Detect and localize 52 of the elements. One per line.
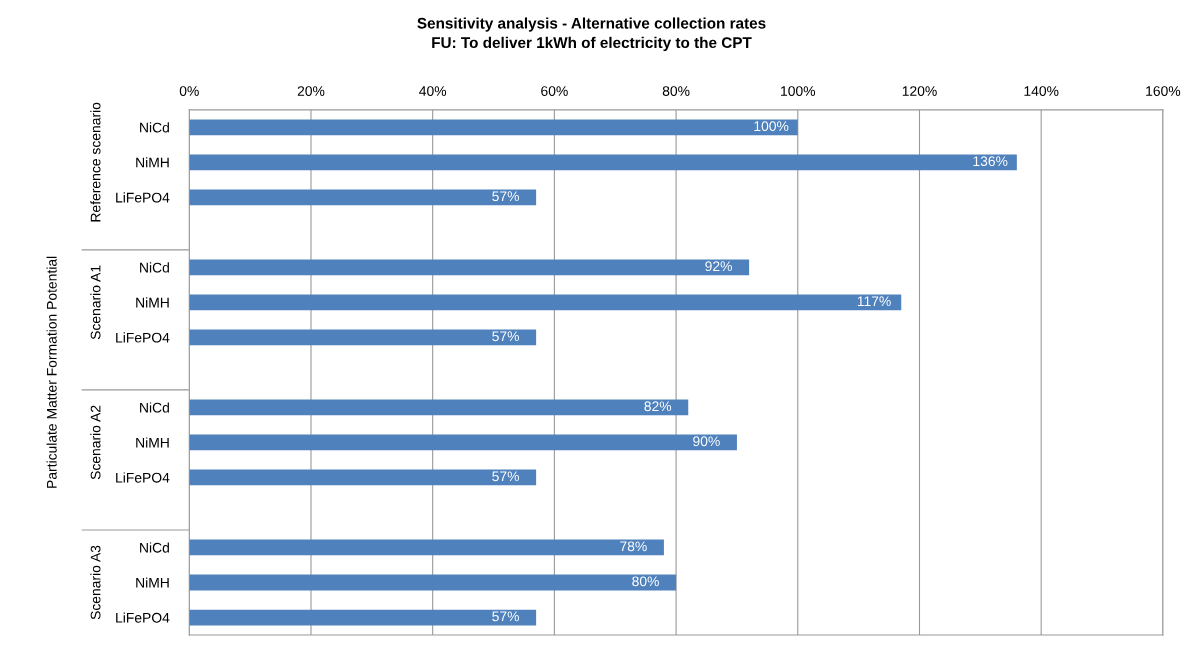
bar <box>189 469 537 486</box>
text: Scenario A2 <box>90 405 101 480</box>
data-label: 82% <box>644 401 672 412</box>
bar <box>189 539 664 556</box>
bar <box>189 329 537 346</box>
text: Scenario A1 <box>90 265 101 340</box>
bar <box>189 609 537 626</box>
y-axis-title: Particulate Matter Formation Potential <box>46 256 57 488</box>
text: Reference scenario <box>90 102 101 222</box>
bar <box>189 434 737 451</box>
y-tick-label: NiCd <box>140 542 169 553</box>
y-tick-label: NiMH <box>136 437 169 448</box>
data-label: 57% <box>492 611 519 622</box>
x-tick-label: 0% <box>179 86 199 96</box>
bar <box>189 259 750 276</box>
y-tick-label: LiFePO4 <box>116 612 170 623</box>
data-label: 57% <box>492 191 519 202</box>
y-tick-label: LiFePO4 <box>116 332 170 343</box>
data-label: 57% <box>492 471 519 482</box>
bar <box>189 119 798 136</box>
x-tick-label: 80% <box>662 86 690 96</box>
y-tick-label: NiCd <box>140 262 169 273</box>
data-label: 80% <box>632 576 659 587</box>
x-tick-label: 40% <box>419 86 447 96</box>
y-tick-label: NiMH <box>136 577 169 588</box>
bar <box>189 574 677 591</box>
x-tick-label: 140% <box>1024 86 1059 96</box>
data-label: 90% <box>693 436 720 447</box>
data-label: 136% <box>973 156 1008 167</box>
data-label: 78% <box>620 541 647 552</box>
data-label: 57% <box>492 331 519 342</box>
y-tick-label: NiCd <box>140 122 169 133</box>
data-label: 117% <box>857 296 891 307</box>
text: Scenario A3 <box>90 545 101 620</box>
y-tick-label: LiFePO4 <box>116 472 170 483</box>
data-label: 92% <box>705 261 732 272</box>
y-tick-label: NiMH <box>136 157 169 168</box>
y-tick-label: NiMH <box>136 297 169 308</box>
chart-title: Sensitivity analysis - Alternative collection rates <box>417 17 766 32</box>
x-tick-label: 100% <box>781 86 816 96</box>
x-tick-label: 120% <box>902 86 937 96</box>
y-tick-label: NiCd <box>140 402 169 413</box>
bar <box>189 294 902 311</box>
bar <box>189 399 689 416</box>
bar <box>189 154 1017 171</box>
chart-subtitle: FU: To deliver 1kWh of electricity to the CPT <box>432 36 752 52</box>
y-tick-label: LiFePO4 <box>116 192 170 203</box>
x-tick-label: 60% <box>541 86 568 96</box>
bar <box>189 189 537 206</box>
x-tick-label: 20% <box>297 86 325 96</box>
data-label: 100% <box>754 121 789 132</box>
x-tick-label: 160% <box>1146 86 1181 96</box>
